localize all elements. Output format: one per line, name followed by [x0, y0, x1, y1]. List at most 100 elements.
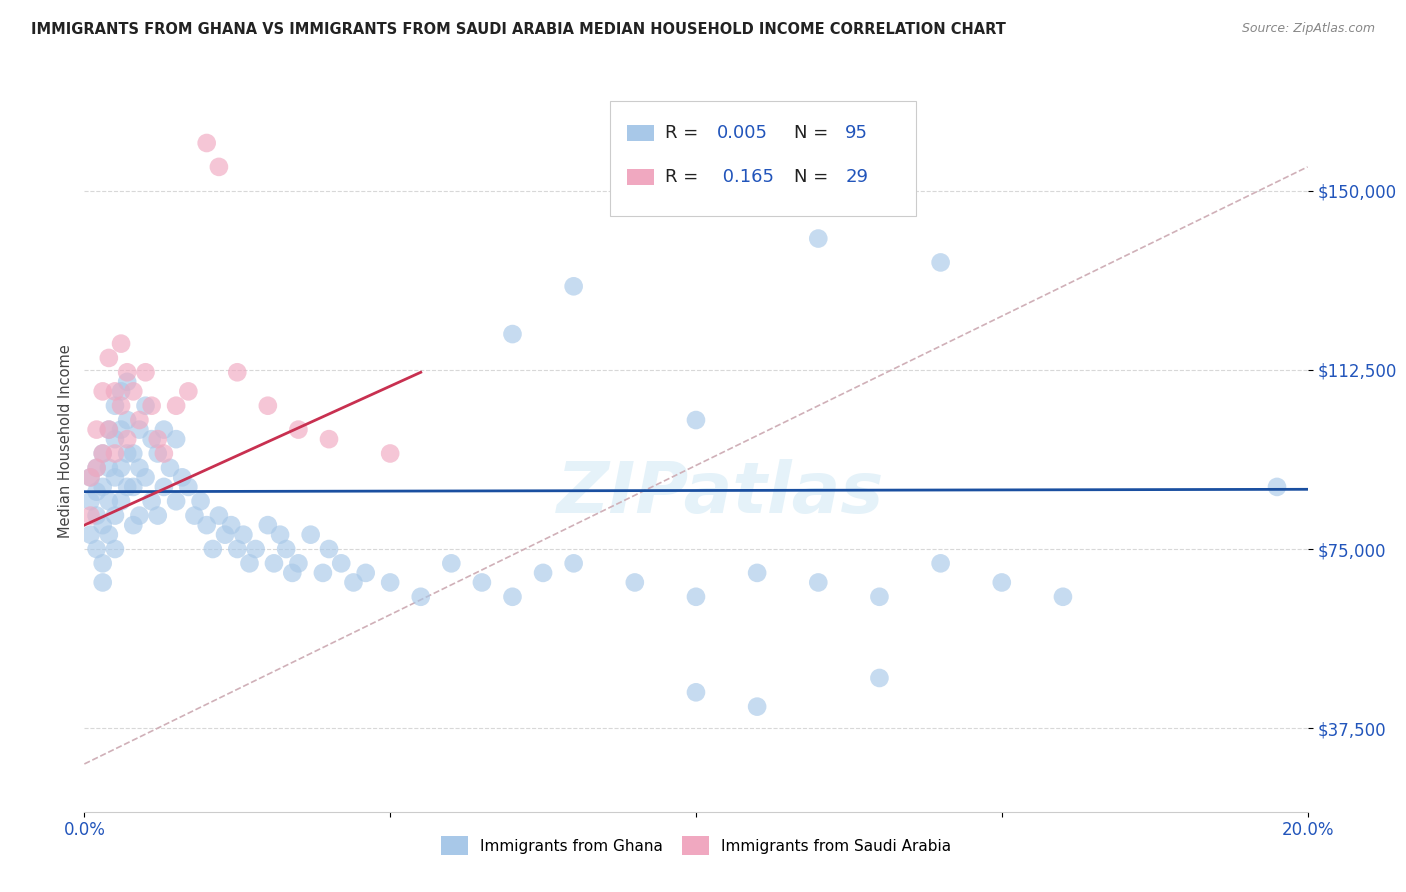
FancyBboxPatch shape: [627, 125, 654, 141]
Point: [330, 557, 353, 571]
Point: [86, 423, 108, 437]
Point: [165, 432, 187, 446]
Point: [97, 527, 120, 541]
Point: [86, 541, 108, 556]
Point: [86, 484, 108, 499]
Point: [342, 575, 364, 590]
Point: [141, 399, 163, 413]
Point: [276, 541, 298, 556]
Point: [91, 446, 114, 460]
Point: [146, 432, 169, 446]
Text: ZIPatlas: ZIPatlas: [557, 458, 884, 528]
Point: [354, 566, 377, 580]
Text: N =: N =: [794, 169, 834, 186]
Point: [91, 518, 114, 533]
Point: [471, 575, 494, 590]
Point: [91, 480, 114, 494]
Point: [110, 460, 132, 475]
Point: [122, 518, 145, 533]
Point: [79, 470, 101, 484]
Point: [177, 480, 200, 494]
Point: [869, 590, 891, 604]
FancyBboxPatch shape: [610, 101, 917, 216]
Point: [122, 446, 145, 460]
Point: [135, 470, 157, 484]
Point: [97, 351, 120, 365]
Point: [104, 399, 127, 413]
Point: [380, 446, 402, 460]
Point: [869, 671, 891, 685]
Text: 0.165: 0.165: [717, 169, 773, 186]
Point: [141, 432, 163, 446]
Point: [115, 375, 138, 389]
Point: [97, 423, 120, 437]
Point: [1265, 480, 1288, 494]
Text: 95: 95: [845, 124, 868, 142]
Point: [685, 685, 707, 699]
Point: [807, 231, 830, 245]
Text: 0.005: 0.005: [717, 124, 768, 142]
Point: [153, 446, 176, 460]
Point: [115, 432, 138, 446]
Text: R =: R =: [665, 124, 704, 142]
Text: R =: R =: [665, 169, 704, 186]
Point: [183, 508, 205, 523]
Point: [747, 699, 769, 714]
Point: [1052, 590, 1074, 604]
Point: [104, 446, 127, 460]
Point: [104, 432, 127, 446]
Text: IMMIGRANTS FROM GHANA VS IMMIGRANTS FROM SAUDI ARABIA MEDIAN HOUSEHOLD INCOME CO: IMMIGRANTS FROM GHANA VS IMMIGRANTS FROM…: [31, 22, 1005, 37]
Point: [104, 541, 127, 556]
Point: [226, 365, 249, 379]
Point: [245, 541, 267, 556]
Point: [110, 336, 132, 351]
Point: [232, 527, 254, 541]
Point: [91, 446, 114, 460]
Point: [195, 136, 218, 150]
Point: [312, 566, 335, 580]
Point: [201, 541, 224, 556]
Point: [128, 423, 150, 437]
Point: [135, 399, 157, 413]
Point: [219, 518, 242, 533]
Point: [807, 575, 830, 590]
Point: [685, 590, 707, 604]
Point: [409, 590, 432, 604]
Point: [257, 399, 280, 413]
Point: [86, 460, 108, 475]
Point: [929, 255, 952, 269]
Point: [195, 518, 218, 533]
Point: [299, 527, 322, 541]
Point: [97, 494, 120, 508]
Point: [122, 480, 145, 494]
Point: [115, 365, 138, 379]
Point: [263, 557, 285, 571]
Text: N =: N =: [794, 124, 834, 142]
Point: [531, 566, 554, 580]
Point: [79, 470, 101, 484]
Point: [115, 413, 138, 427]
FancyBboxPatch shape: [627, 169, 654, 186]
Point: [214, 527, 236, 541]
Point: [91, 575, 114, 590]
Point: [159, 460, 181, 475]
Point: [128, 508, 150, 523]
Point: [287, 557, 309, 571]
Point: [269, 527, 291, 541]
Point: [190, 494, 212, 508]
Point: [104, 508, 127, 523]
Point: [281, 566, 304, 580]
Point: [146, 446, 169, 460]
Point: [135, 365, 157, 379]
Point: [502, 327, 524, 342]
Point: [165, 399, 187, 413]
Point: [86, 508, 108, 523]
Point: [104, 384, 127, 399]
Point: [226, 541, 249, 556]
Point: [747, 566, 769, 580]
Point: [440, 557, 463, 571]
Point: [318, 541, 340, 556]
Point: [287, 423, 309, 437]
Text: 29: 29: [845, 169, 868, 186]
Point: [238, 557, 260, 571]
